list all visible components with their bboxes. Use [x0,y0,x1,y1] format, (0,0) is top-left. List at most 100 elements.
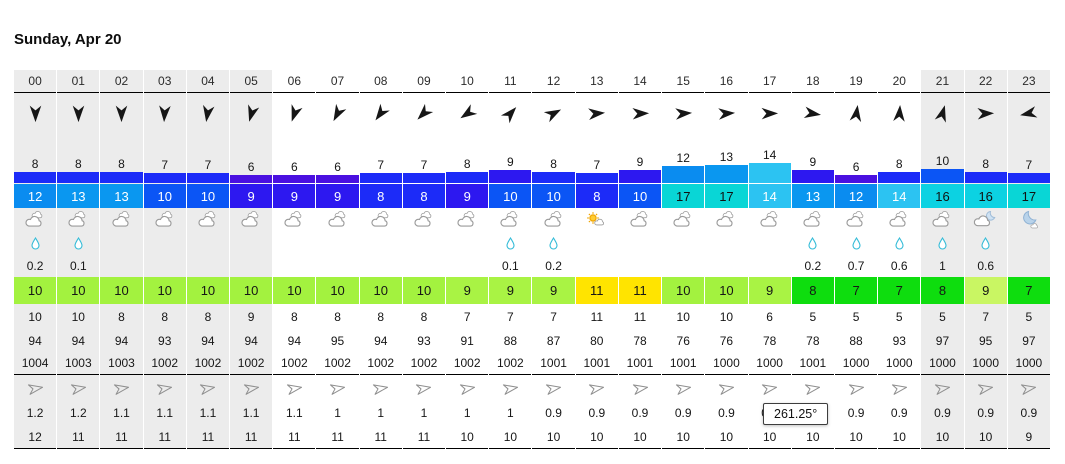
feels-like-cell[interactable]: 5 [939,310,946,324]
cloud-cover-cell[interactable] [360,208,402,232]
rain-icon-cell[interactable] [187,232,229,255]
wind-arrow-cell[interactable] [230,93,272,133]
cloud-cover-cell[interactable] [792,208,834,232]
humidity-cell[interactable]: 93 [417,333,431,348]
cloud-cover-cell[interactable] [316,208,358,232]
wind-speed-cell[interactable]: 7 [359,133,402,183]
wind-speed-cell[interactable]: 13 [705,133,748,183]
wave-arrow-cell[interactable] [446,375,488,401]
feels-like-cell[interactable]: 10 [719,310,734,324]
rain-amount-cell[interactable]: 0.2 [545,258,562,273]
feels-like-cell[interactable]: 5 [852,310,860,324]
cloud-cover-cell[interactable] [921,208,963,232]
wind-arrow-cell[interactable] [965,93,1007,133]
wind-gust-cell[interactable]: 16 [921,184,964,208]
wind-arrow-cell[interactable] [360,93,402,133]
rain-icon-cell[interactable] [144,232,186,255]
temperature-cell[interactable]: 7 [834,277,878,304]
feels-like-cell[interactable]: 5 [1025,310,1033,324]
temperature-cell[interactable]: 10 [359,277,402,304]
temperature-cell[interactable]: 10 [230,277,273,304]
feels-like-cell[interactable]: 11 [633,310,647,324]
wind-gust-cell[interactable]: 12 [14,184,57,208]
feels-like-cell[interactable]: 10 [71,310,85,324]
temperature-cell[interactable]: 10 [273,277,316,304]
temperature-cell[interactable]: 10 [186,277,230,304]
humidity-cell[interactable]: 95 [979,333,993,348]
pressure-cell[interactable]: 1004 [14,352,57,375]
wave-height-cell[interactable]: 0.9 [674,406,692,420]
wave-period-cell[interactable]: 10 [446,425,489,449]
wind-gust-cell[interactable]: 9 [230,184,273,208]
wave-height-cell[interactable]: 0.9 [631,406,649,420]
wave-period-cell[interactable]: 12 [14,425,57,449]
cloud-cover-cell[interactable] [489,208,531,232]
temperature-cell[interactable]: 10 [57,277,100,304]
rain-icon-cell[interactable] [749,232,791,255]
temperature-cell[interactable]: 7 [1007,277,1050,304]
wave-arrow-cell[interactable] [878,375,920,401]
rain-icon-cell[interactable] [316,232,358,255]
rain-amount-cell[interactable] [403,255,445,276]
rain-amount-cell[interactable] [1008,255,1050,276]
humidity-cell[interactable]: 94 [374,333,388,348]
pressure-cell[interactable]: 1000 [834,352,878,375]
rain-icon-cell[interactable] [230,232,272,255]
feels-like-cell[interactable]: 5 [809,310,817,324]
wave-period-cell[interactable]: 11 [57,425,100,449]
wave-arrow-cell[interactable] [965,375,1007,401]
rain-amount-cell[interactable] [360,255,402,276]
wave-arrow-cell[interactable] [921,375,963,401]
wave-height-cell[interactable]: 1.2 [26,406,44,420]
wave-period-cell[interactable]: 10 [921,425,964,449]
pressure-cell[interactable]: 1001 [662,352,705,375]
rain-amount-cell[interactable] [144,255,186,276]
wind-speed-cell[interactable]: 12 [662,133,705,183]
wave-arrow-cell[interactable] [619,375,661,401]
wind-speed-cell[interactable]: 7 [1007,133,1050,183]
humidity-cell[interactable]: 87 [546,333,561,348]
pressure-cell[interactable]: 1002 [273,352,316,375]
wave-arrow-cell[interactable] [230,375,272,401]
wave-period-cell[interactable]: 10 [575,425,618,449]
rain-icon-cell[interactable] [100,232,142,255]
wind-arrow-cell[interactable] [835,93,877,133]
rain-amount-cell[interactable] [619,255,661,276]
cloud-cover-cell[interactable] [835,208,877,232]
rain-amount-cell[interactable]: 0.1 [69,258,87,273]
wave-height-cell[interactable]: 1 [420,406,428,420]
wave-height-cell[interactable]: 1.1 [199,406,217,420]
wave-arrow-cell[interactable] [1008,375,1050,401]
rain-icon-cell[interactable] [576,232,618,255]
feels-like-cell[interactable]: 10 [676,310,690,324]
feels-like-cell[interactable]: 8 [118,310,125,324]
pressure-cell[interactable]: 1000 [878,352,921,375]
pressure-cell[interactable]: 1001 [618,352,662,375]
rain-icon-cell[interactable] [532,232,574,255]
pressure-cell[interactable]: 1003 [57,352,100,375]
wind-arrow-cell[interactable] [749,93,791,133]
cloud-cover-cell[interactable] [100,208,142,232]
rain-icon-cell[interactable] [662,232,704,255]
feels-like-cell[interactable]: 8 [420,310,428,324]
wind-speed-cell[interactable]: 8 [532,133,575,183]
wave-period-cell[interactable]: 10 [878,425,921,449]
wind-gust-cell[interactable]: 14 [878,184,921,208]
pressure-cell[interactable]: 1002 [316,352,359,375]
humidity-cell[interactable]: 94 [244,333,258,348]
feels-like-cell[interactable]: 7 [550,310,557,324]
wind-gust-cell[interactable]: 8 [359,184,402,208]
cloud-cover-cell[interactable] [965,208,1007,232]
feels-like-cell[interactable]: 8 [161,310,169,324]
pressure-cell[interactable]: 1001 [791,352,834,375]
pressure-cell[interactable]: 1000 [705,352,748,375]
pressure-cell[interactable]: 1001 [575,352,618,375]
wind-arrow-cell[interactable] [187,93,229,133]
humidity-cell[interactable]: 78 [806,333,820,348]
wind-gust-cell[interactable]: 10 [489,184,532,208]
wave-height-cell[interactable]: 1.1 [113,406,130,420]
wind-arrow-cell[interactable] [14,93,56,133]
pressure-cell[interactable]: 1002 [446,352,489,375]
temperature-cell[interactable]: 9 [446,277,489,304]
rain-amount-cell[interactable] [576,255,618,276]
